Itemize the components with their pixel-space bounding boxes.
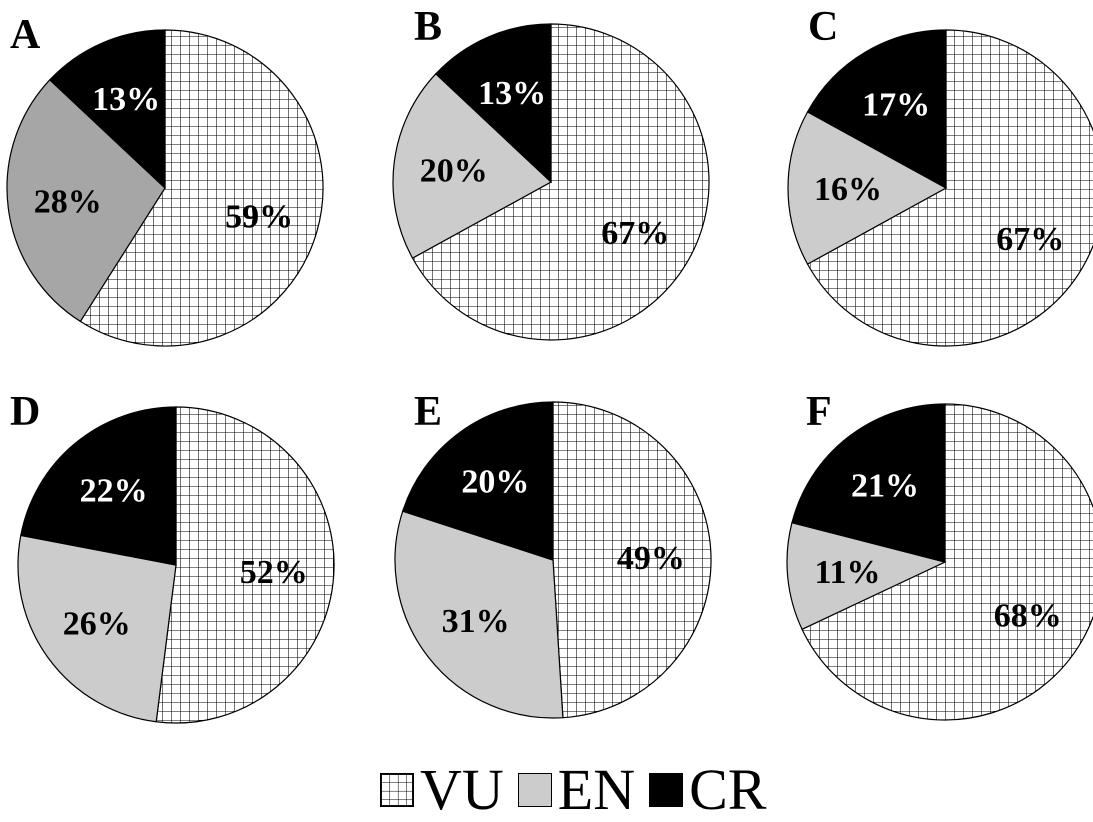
slice-vu-a (79, 29, 324, 347)
data-label-vu-c: 67% (996, 221, 1064, 258)
legend-label-cr: CR (689, 757, 767, 822)
panel-title-f: F (806, 389, 832, 435)
slice-vu-f (801, 403, 1093, 721)
pie-c: 67% 16% 17% C (787, 4, 1093, 347)
data-label-en-b: 20% (420, 153, 488, 190)
data-label-vu-f: 68% (994, 598, 1062, 635)
slice-en-e (394, 510, 564, 719)
panel-title-b: B (414, 4, 442, 50)
slice-en-c (787, 111, 948, 265)
legend-swatch-en (517, 773, 552, 807)
panel-title-a: A (10, 12, 41, 58)
pie-d: 52% 26% 22% D (10, 389, 335, 724)
data-label-vu-d: 52% (240, 554, 308, 591)
data-label-vu-e: 49% (617, 540, 685, 577)
pie-b: 67% 20% 13% B (392, 4, 710, 341)
panel-title-e: E (414, 389, 442, 435)
panel-title-d: D (10, 389, 40, 435)
pie-f: 68% 11% 21% F (786, 389, 1093, 721)
data-label-cr-f: 21% (851, 468, 919, 505)
legend-swatch-vu (380, 773, 414, 807)
slice-en-b (392, 72, 553, 259)
data-label-en-c: 16% (814, 171, 882, 208)
data-label-cr-d: 22% (80, 473, 148, 510)
legend-swatch-cr (649, 773, 684, 807)
legend-item-cr: CR (649, 761, 766, 819)
pie-a: 59% 28% 13% A (6, 12, 324, 347)
data-label-vu-a: 59% (225, 198, 293, 235)
data-label-cr-b: 13% (478, 75, 546, 112)
slice-cr-d (20, 406, 177, 566)
slice-en-a (6, 78, 166, 323)
slice-vu-c (806, 29, 1093, 347)
slice-cr-f (791, 403, 946, 563)
slice-cr-b (434, 23, 552, 184)
slice-vu-b (411, 23, 710, 341)
slice-cr-e (401, 401, 554, 561)
slice-en-f (786, 521, 947, 631)
data-label-en-e: 31% (442, 603, 510, 640)
slice-en-d (17, 534, 177, 723)
legend-label-en: EN (557, 757, 636, 822)
legend-item-vu: VU (380, 761, 504, 819)
data-label-en-f: 11% (814, 554, 880, 591)
data-label-cr-a: 13% (92, 81, 160, 118)
panel-title-c: C (808, 4, 838, 50)
legend: VU EN CR (380, 760, 780, 820)
data-label-en-a: 28% (34, 183, 102, 220)
data-label-en-d: 26% (63, 606, 131, 643)
slice-cr-a (48, 29, 166, 190)
legend-label-vu: VU (420, 757, 504, 822)
data-label-cr-e: 20% (461, 464, 529, 501)
slice-vu-d (155, 406, 335, 724)
slice-cr-c (806, 29, 947, 190)
data-label-vu-b: 67% (601, 215, 669, 252)
slice-vu-e (552, 401, 712, 719)
legend-item-en: EN (517, 757, 636, 822)
data-label-cr-c: 17% (862, 87, 930, 124)
pie-e: 49% 31% 20% E (394, 389, 712, 719)
